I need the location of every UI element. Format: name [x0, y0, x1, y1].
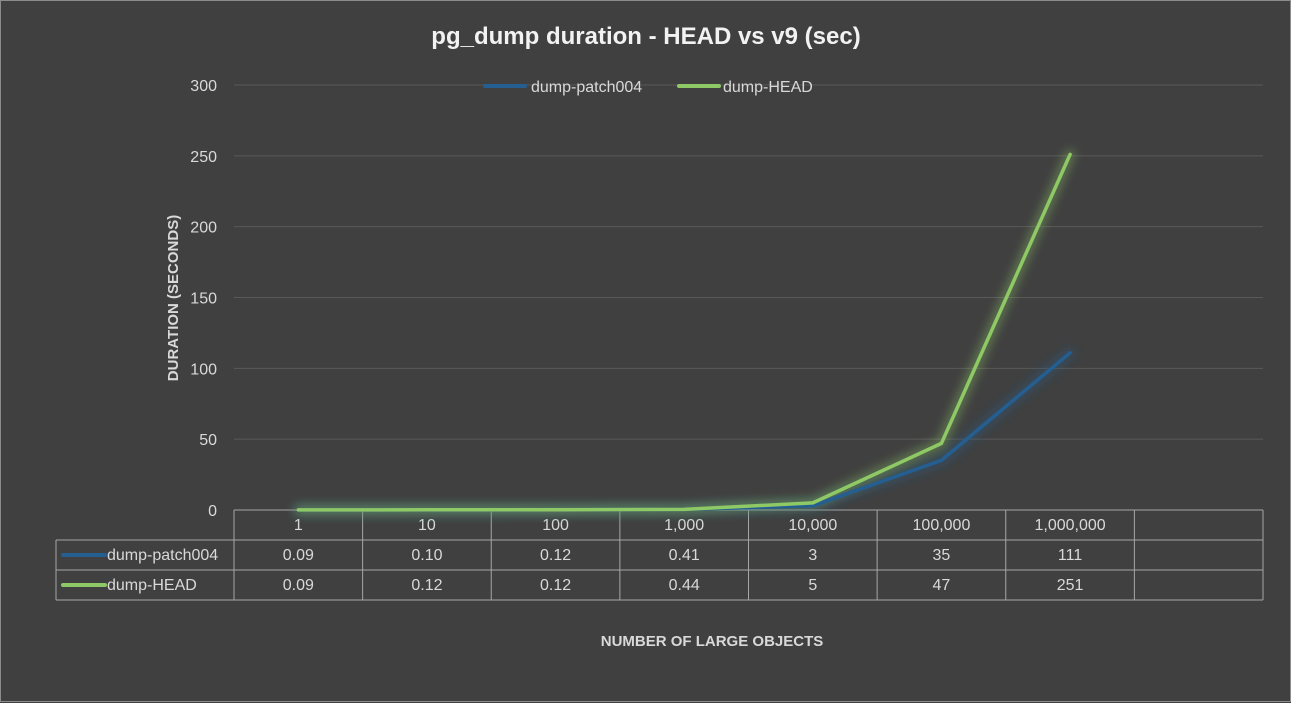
- y-tick-label: 150: [190, 291, 217, 308]
- data-point: [1068, 351, 1072, 355]
- series-glow: [293, 149, 1075, 515]
- table-cell-value: 111: [1058, 547, 1082, 564]
- series-glow: [293, 348, 1075, 515]
- table-series-label: dump-patch004: [107, 547, 218, 564]
- series-line: [296, 152, 1072, 512]
- y-axis-ticks: 0 50 100 150 200 250 300: [190, 78, 217, 520]
- x-tick-label: 1: [294, 517, 303, 534]
- y-tick-label: 0: [208, 503, 217, 520]
- data-table: 1 10 100 1,000 10,000 100,000 1,000,000 dump-pa…: [55, 509, 1264, 601]
- table-cell-value: 0.44: [669, 577, 700, 594]
- x-tick-label: 1,000: [664, 517, 704, 534]
- series-line: [296, 351, 1072, 512]
- data-point: [296, 508, 300, 512]
- y-tick-label: 100: [190, 361, 217, 378]
- table-cell-value: 0.09: [283, 547, 314, 564]
- x-tick-label: 1,000,000: [1034, 517, 1105, 534]
- chart-title: pg_dump duration - HEAD vs v9 (sec): [431, 23, 860, 50]
- table-series-label: dump-HEAD: [107, 577, 197, 594]
- data-point: [811, 504, 815, 508]
- x-axis-title: NUMBER OF LARGE OBJECTS: [601, 633, 824, 650]
- gridlines: [234, 84, 1263, 440]
- table-cell-value: 35: [933, 547, 951, 564]
- table-cell-value: 251: [1057, 577, 1084, 594]
- table-cell-value: 47: [933, 577, 951, 594]
- table-cell-value: 0.41: [669, 547, 700, 564]
- data-point: [939, 441, 943, 445]
- data-point: [811, 501, 815, 505]
- x-tick-label: 10,000: [788, 517, 837, 534]
- table-cell-value: 0.12: [540, 577, 571, 594]
- y-tick-label: 300: [190, 78, 217, 95]
- data-point: [425, 508, 429, 512]
- table-cell-value: 0.10: [411, 547, 442, 564]
- table-cell-value: 5: [808, 577, 817, 594]
- data-point: [939, 458, 943, 462]
- x-tick-label: 10: [418, 517, 436, 534]
- data-point: [682, 507, 686, 511]
- y-tick-label: 200: [190, 220, 217, 237]
- y-tick-label: 250: [190, 149, 217, 166]
- legend-label: dump-HEAD: [723, 79, 813, 96]
- table-cell-value: 0.12: [411, 577, 442, 594]
- x-tick-label: 100: [542, 517, 569, 534]
- data-point: [1068, 152, 1072, 156]
- y-axis-title: DURATION (SECONDS): [165, 215, 182, 381]
- table-cell-value: 3: [808, 547, 817, 564]
- data-point: [554, 508, 558, 512]
- legend-label: dump-patch004: [531, 79, 642, 96]
- x-tick-label: 100,000: [913, 517, 971, 534]
- y-tick-label: 50: [199, 432, 217, 449]
- legend: dump-patch004 dump-HEAD: [483, 79, 813, 96]
- series-lines: [293, 149, 1075, 515]
- table-cell-value: 0.09: [283, 577, 314, 594]
- table-cell-value: 0.12: [540, 547, 571, 564]
